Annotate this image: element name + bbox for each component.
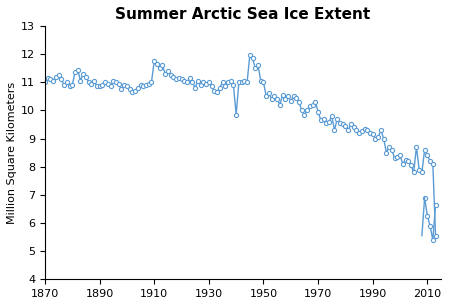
Y-axis label: Million Square Kilometers: Million Square Kilometers <box>7 81 17 224</box>
Title: Summer Arctic Sea Ice Extent: Summer Arctic Sea Ice Extent <box>115 7 371 22</box>
